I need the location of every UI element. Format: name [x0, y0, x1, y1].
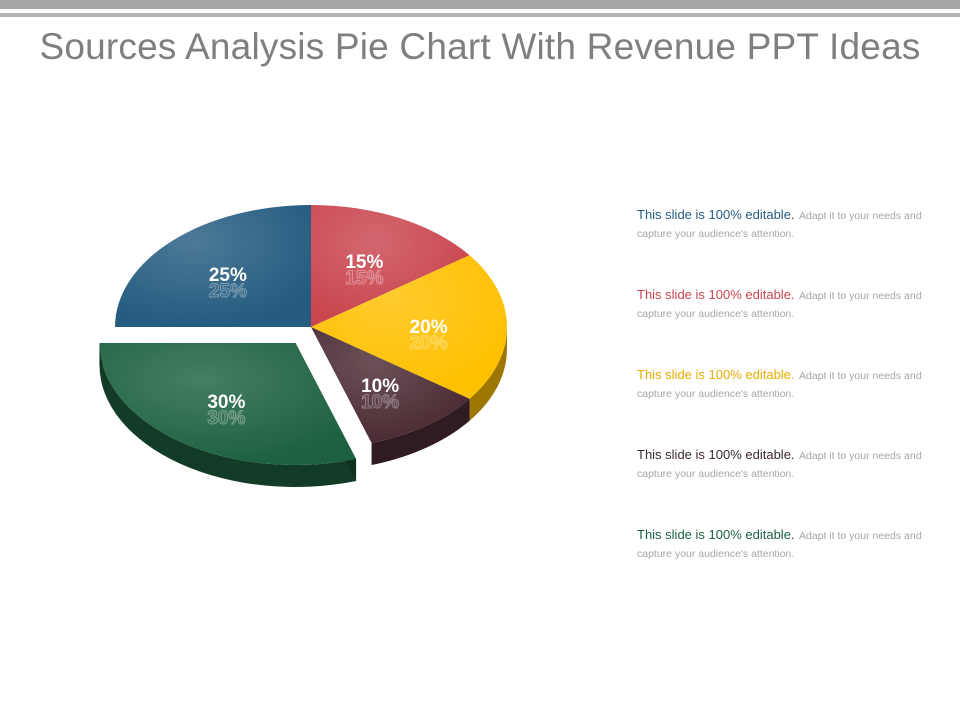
- slice-label: 20%: [410, 317, 448, 338]
- slice-label-reflection: 20%: [410, 333, 448, 354]
- slice-label-reflection: 30%: [207, 408, 245, 429]
- slice-label: 25%: [209, 265, 247, 286]
- slice-label-reflection: 25%: [209, 281, 247, 302]
- legend-item: This slide is 100% editable. Adapt it to…: [637, 446, 937, 526]
- legend-heading: This slide is 100% editable.: [637, 447, 795, 462]
- legend: This slide is 100% editable. Adapt it to…: [637, 206, 937, 606]
- slice-label: 30%: [207, 392, 245, 413]
- slice-label: 10%: [361, 376, 399, 397]
- legend-text: Adapt it to your needs and capture your …: [637, 370, 922, 401]
- pie-slice-gloss: [311, 205, 470, 327]
- legend-heading: This slide is 100% editable.: [637, 367, 795, 382]
- pie-slice-side: [371, 398, 470, 466]
- slice-label-reflection: 15%: [345, 268, 383, 289]
- legend-text: Adapt it to your needs and capture your …: [637, 530, 922, 561]
- legend-text: Adapt it to your needs and capture your …: [637, 290, 922, 321]
- pie-slice-side: [469, 327, 507, 421]
- slide-title: Sources Analysis Pie Chart With Revenue …: [39, 26, 921, 67]
- pie-slice-gloss: [311, 327, 470, 444]
- legend-heading: This slide is 100% editable.: [637, 207, 795, 222]
- pie-slice-side: [99, 343, 357, 488]
- slice-label: 15%: [345, 252, 383, 273]
- top-decor-line: [0, 13, 960, 17]
- slice-label-reflection: 10%: [361, 392, 399, 413]
- pie-slice-gloss: [99, 343, 357, 466]
- legend-item: This slide is 100% editable. Adapt it to…: [637, 526, 937, 606]
- pie-slice-gloss: [311, 255, 507, 399]
- legend-heading: This slide is 100% editable.: [637, 287, 795, 302]
- legend-item: This slide is 100% editable. Adapt it to…: [637, 286, 937, 366]
- legend-item: This slide is 100% editable. Adapt it to…: [637, 366, 937, 446]
- legend-heading: This slide is 100% editable.: [637, 527, 795, 542]
- pie-slice-gloss: [115, 205, 311, 327]
- legend-text: Adapt it to your needs and capture your …: [637, 210, 922, 241]
- legend-text: Adapt it to your needs and capture your …: [637, 450, 922, 481]
- legend-item: This slide is 100% editable. Adapt it to…: [637, 206, 937, 286]
- top-decor-bar: [0, 0, 960, 9]
